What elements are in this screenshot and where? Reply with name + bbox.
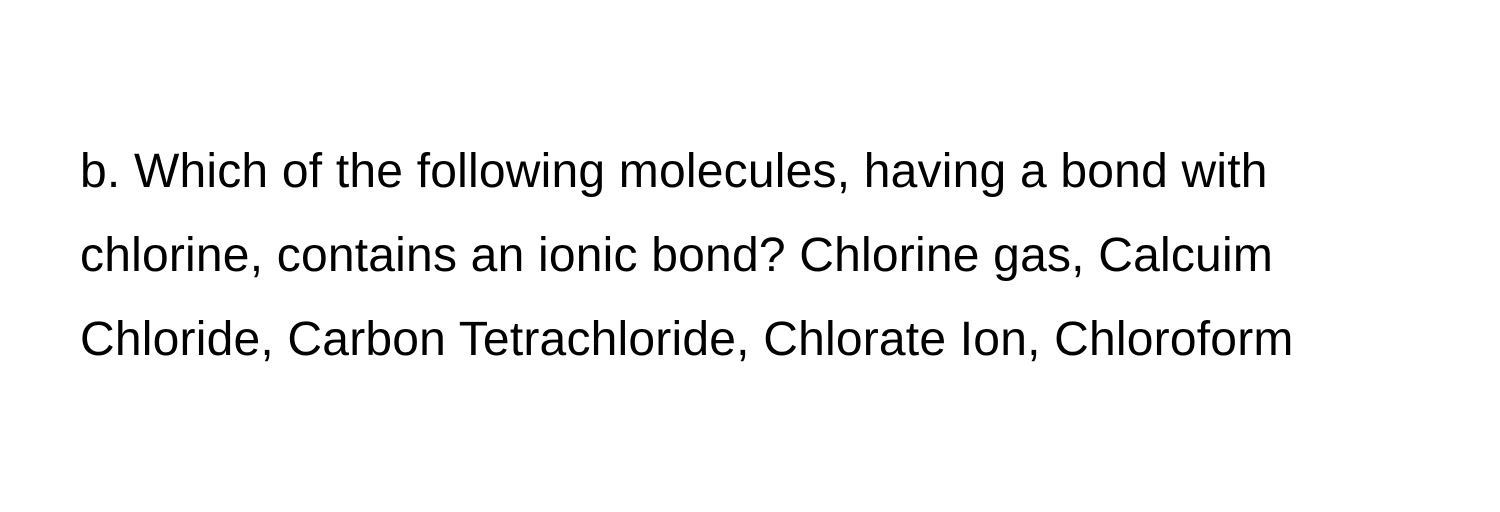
question-text: b. Which of the following molecules, hav… bbox=[80, 130, 1420, 382]
